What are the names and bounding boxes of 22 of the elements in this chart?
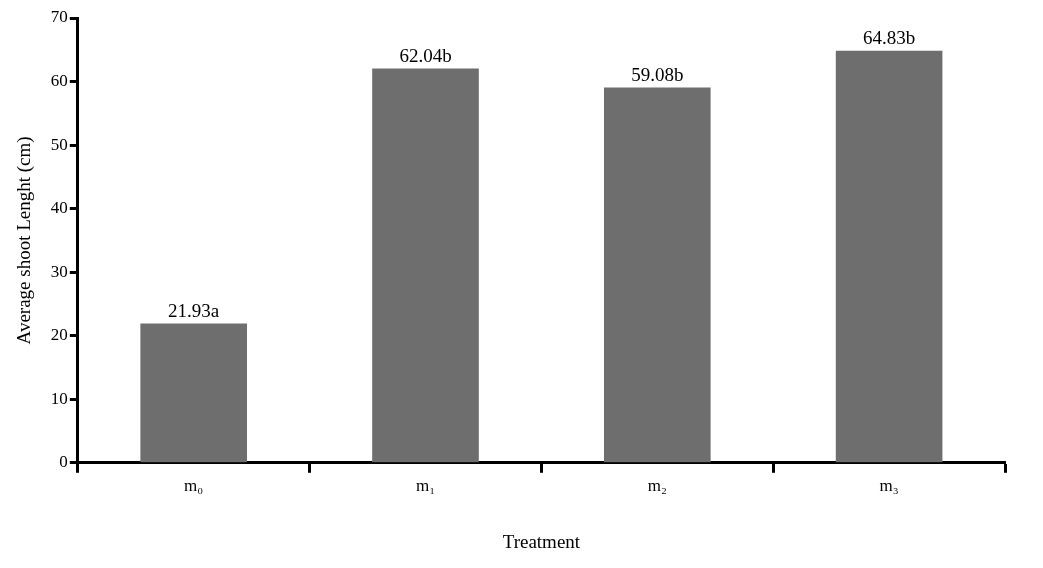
x-tick-label: m₂	[647, 476, 667, 496]
data-label: 62.04b	[399, 45, 452, 67]
x-axis-title: Treatment	[502, 530, 581, 552]
data-label: 21.93a	[168, 299, 220, 321]
x-tick-label: m₃	[879, 476, 899, 496]
x-tick-label: m₀	[184, 476, 204, 496]
y-tick-label: 0	[59, 452, 68, 472]
bar	[835, 50, 943, 463]
y-tick-label: 10	[50, 388, 68, 408]
y-tick-label: 30	[50, 261, 68, 281]
x-tick-label: m₁	[415, 476, 436, 496]
bar	[140, 323, 248, 463]
y-axis-title: Average shoot Lenght (cm)	[13, 136, 36, 345]
data-label: 64.83b	[862, 27, 916, 49]
y-tick-label: 20	[50, 325, 68, 345]
bar	[372, 68, 479, 463]
y-tick-label: 50	[50, 134, 68, 154]
data-label: 59.08b	[631, 63, 684, 85]
bar	[603, 87, 711, 463]
y-tick-label: 40	[50, 198, 68, 218]
y-tick-label: 60	[50, 71, 68, 91]
y-tick-label: 70	[50, 7, 68, 27]
